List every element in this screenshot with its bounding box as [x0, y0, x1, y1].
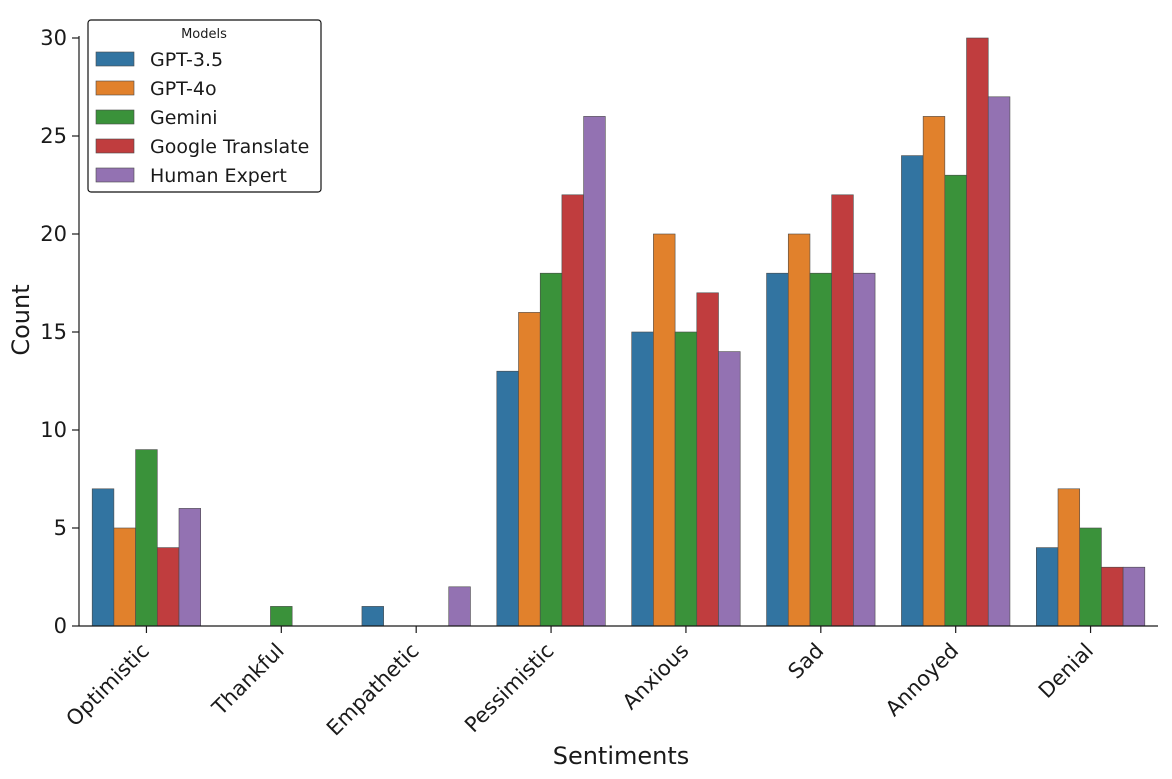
bar-google-translate-optimistic: [156, 547, 180, 627]
legend-title: Models: [181, 27, 227, 42]
legend-entries: GPT-3.5 GPT-4o Gemini Google Translate Human…: [95, 49, 309, 187]
y-tick-label: 25: [40, 124, 67, 148]
legend-swatch-human-expert: [95, 167, 135, 183]
legend-frame: [87, 19, 322, 193]
bar-gpt-3-5-pessimistic: [496, 370, 519, 627]
bar-gpt-4o-optimistic: [113, 527, 136, 627]
bar-gpt-4o-sad: [787, 233, 811, 627]
legend-label-google-translate: Google Translate: [150, 136, 309, 158]
bar-human-expert-denial: [1122, 566, 1146, 627]
bar-gpt-4o-annoyed: [922, 116, 946, 627]
legend-swatch-google-translate: [95, 138, 135, 154]
bar-human-expert-pessimistic: [583, 116, 606, 627]
bars: [91, 37, 1146, 627]
bar-gpt-3-5-anxious: [631, 331, 654, 627]
legend-label-gpt-3-5: GPT-3.5: [150, 49, 223, 71]
bar-google-translate-sad: [831, 194, 854, 627]
bar-google-translate-pessimistic: [561, 194, 584, 627]
bar-gpt-3-5-empathetic: [361, 606, 384, 627]
x-tick-label-annoyed: Annoyed: [881, 639, 963, 721]
bar-gemini-denial: [1079, 527, 1102, 627]
x-tick-label-denial: Denial: [1034, 639, 1098, 703]
legend-swatch-gpt-3-5: [95, 51, 135, 67]
bar-human-expert-sad: [853, 272, 876, 627]
bar-gpt-4o-pessimistic: [518, 312, 541, 627]
bar-gemini-optimistic: [135, 449, 158, 627]
y-tick-label: 0: [54, 614, 67, 638]
bar-google-translate-anxious: [696, 292, 719, 627]
bar-human-expert-optimistic: [178, 508, 201, 627]
bar-gpt-3-5-annoyed: [901, 155, 924, 627]
y-tick-label: 30: [40, 26, 67, 50]
x-tick-label-thankful: Thankful: [207, 639, 289, 721]
bar-human-expert-annoyed: [987, 96, 1011, 627]
bar-gpt-4o-anxious: [653, 233, 676, 627]
legend-label-human-expert: Human Expert: [150, 165, 287, 187]
y-tick-label: 5: [54, 516, 67, 540]
x-axis: Optimistic Thankful Empathetic Pessimistic A…: [61, 625, 1158, 741]
x-tick-label-sad: Sad: [783, 639, 828, 684]
legend-swatch-gemini: [95, 109, 135, 125]
bar-gemini-anxious: [674, 331, 698, 627]
y-axis-title: Count: [7, 284, 35, 355]
bar-human-expert-empathetic: [448, 586, 471, 627]
bar-google-translate-denial: [1101, 566, 1124, 627]
bar-gpt-3-5-optimistic: [91, 488, 115, 627]
y-tick-label: 15: [40, 320, 67, 344]
bar-gemini-sad: [809, 272, 832, 627]
bar-gemini-thankful: [270, 606, 293, 627]
x-tick-label-anxious: Anxious: [618, 639, 694, 715]
bar-gemini-annoyed: [944, 174, 967, 627]
bar-human-expert-anxious: [718, 351, 741, 627]
legend-label-gpt-4o: GPT-4o: [150, 78, 217, 100]
x-tick-label-pessimistic: Pessimistic: [460, 639, 559, 738]
y-axis: 0 5 10 15 20 25 30: [40, 26, 80, 638]
legend-label-gemini: Gemini: [150, 107, 218, 129]
x-axis-title: Sentiments: [553, 742, 690, 770]
bar-gpt-4o-denial: [1057, 488, 1081, 627]
y-tick-label: 10: [40, 418, 67, 442]
x-tick-label-optimistic: Optimistic: [61, 639, 153, 731]
bar-gpt-3-5-sad: [766, 272, 789, 627]
legend-swatch-gpt-4o: [95, 80, 135, 96]
bar-gpt-3-5-denial: [1036, 547, 1059, 627]
bar-google-translate-annoyed: [966, 37, 989, 627]
legend: Models GPT-3.5 GPT-4o Gemini Google Transla…: [87, 19, 322, 193]
x-tick-label-empathetic: Empathetic: [322, 639, 424, 741]
bar-gemini-pessimistic: [539, 272, 563, 627]
y-tick-label: 20: [40, 222, 67, 246]
